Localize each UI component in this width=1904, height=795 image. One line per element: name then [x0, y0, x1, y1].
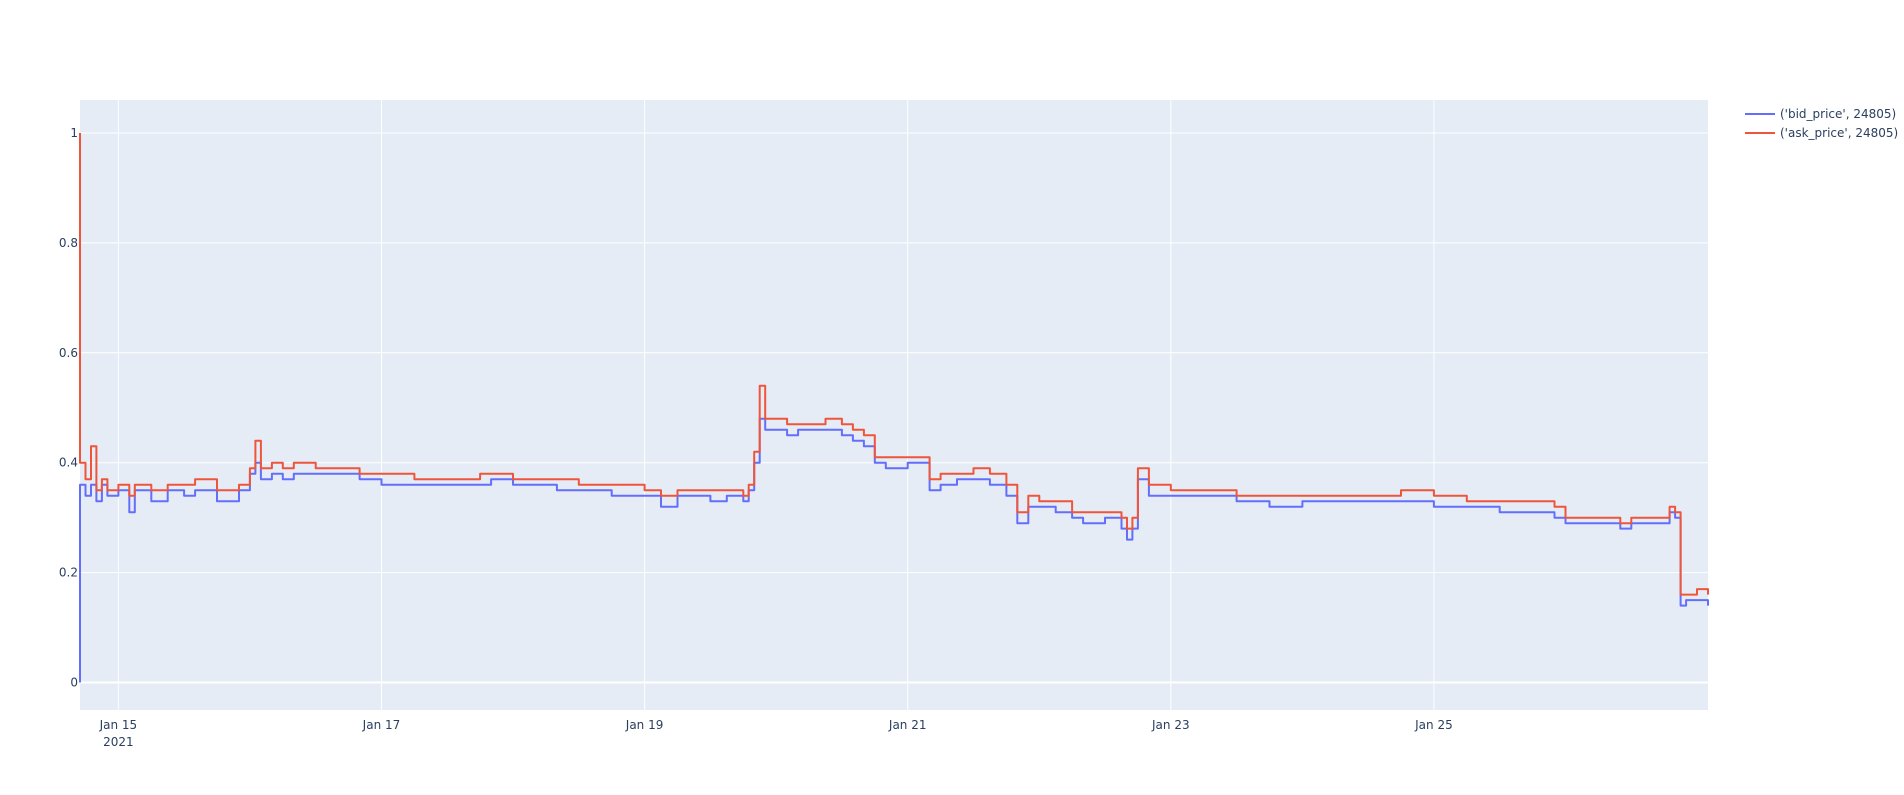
x-tick-label-2: Jan 19 [625, 718, 664, 732]
legend[interactable]: ('bid_price', 24805) ('ask_price', 24805) [1745, 107, 1898, 140]
legend-label-1: ('ask_price', 24805) [1780, 126, 1898, 140]
y-tick-label-5: 1 [70, 126, 78, 140]
series-lines [79, 133, 1709, 683]
y-axis-ticks: 0 0.2 0.4 0.6 0.8 1 [59, 126, 78, 690]
x-tick-label-3: Jan 21 [888, 718, 927, 732]
grid-lines [80, 100, 1708, 710]
y-tick-label-1: 0.2 [59, 566, 78, 580]
x-axis-ticks: Jan 15 2021 Jan 17 Jan 19 Jan 21 Jan 23 Jan 25 [99, 718, 1453, 749]
x-tick-label-1: Jan 17 [362, 718, 401, 732]
x-tick-sublabel-0: 2021 [103, 735, 134, 749]
x-tick-label-4: Jan 23 [1151, 718, 1190, 732]
series-line-0 [79, 417, 1709, 683]
y-tick-label-3: 0.6 [59, 346, 78, 360]
y-tick-label-4: 0.8 [59, 236, 78, 250]
y-tick-label-0: 0 [70, 676, 78, 690]
plot-background [80, 100, 1708, 710]
x-tick-label-5: Jan 25 [1414, 718, 1453, 732]
series-line-1 [79, 133, 1709, 596]
x-tick-label-0: Jan 15 [99, 718, 138, 732]
y-tick-label-2: 0.4 [59, 456, 78, 470]
legend-label-0: ('bid_price', 24805) [1780, 107, 1896, 121]
